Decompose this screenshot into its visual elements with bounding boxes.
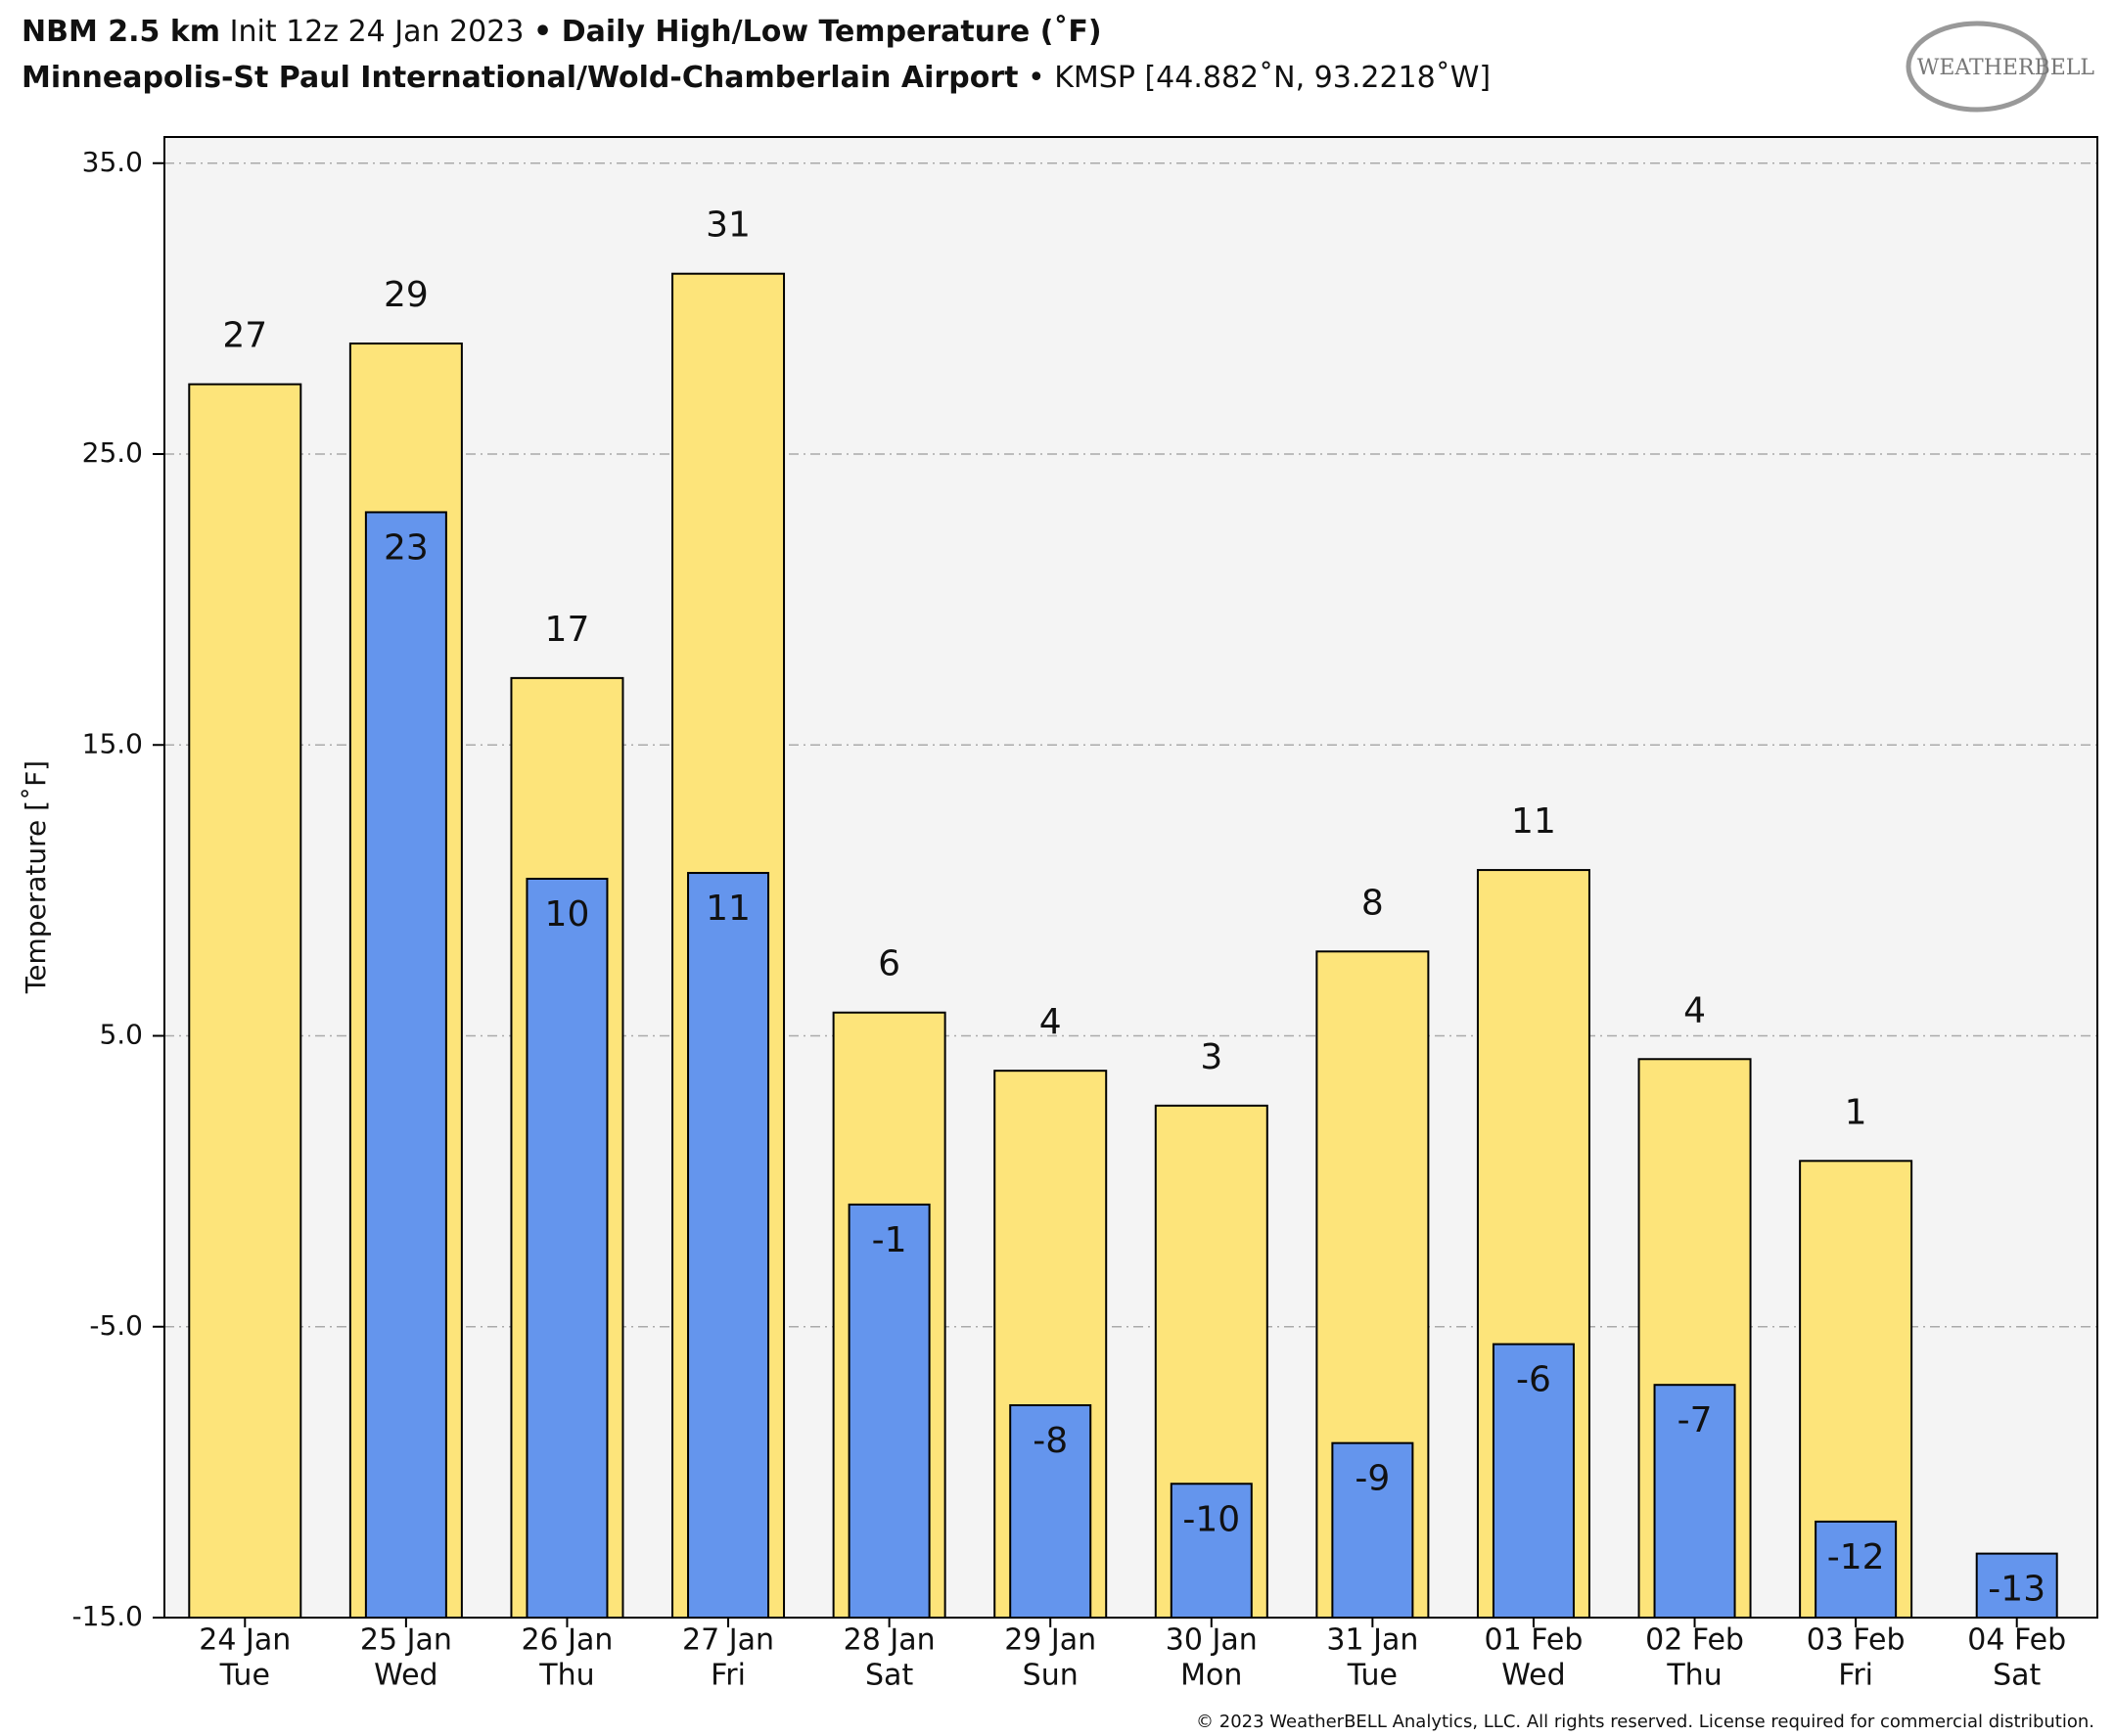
value-label: 23 — [384, 527, 429, 568]
bar — [1653, 1384, 1736, 1620]
value-label: -7 — [1677, 1400, 1713, 1440]
x-tick-weekday: Mon — [1180, 1659, 1242, 1693]
x-tick-label: 04 Feb — [1967, 1623, 2066, 1658]
value-label: 4 — [1039, 1002, 1062, 1042]
x-tick-weekday: Tue — [219, 1659, 270, 1693]
x-tick-label: 29 Jan — [1004, 1623, 1096, 1658]
value-label: -13 — [1988, 1570, 2045, 1610]
value-label: -12 — [1827, 1537, 1885, 1577]
y-tick-label: 35.0 — [82, 146, 143, 178]
x-tick-label: 27 Jan — [682, 1623, 774, 1658]
value-label: -1 — [872, 1220, 907, 1260]
value-label: 4 — [1683, 990, 1706, 1030]
y-tick-label: 5.0 — [99, 1019, 143, 1051]
value-label: 31 — [706, 206, 751, 246]
x-tick-label: 30 Jan — [1166, 1623, 1258, 1658]
y-axis-label: Temperature [˚F] — [20, 760, 52, 994]
value-label: 27 — [222, 316, 267, 356]
value-label: 11 — [706, 889, 751, 929]
y-tick-label: -5.0 — [89, 1309, 143, 1342]
value-label: -10 — [1182, 1499, 1240, 1539]
x-tick-weekday: Fri — [1838, 1659, 1873, 1693]
subtitle-part: • KMSP [44.882˚N, 93.2218˚W] — [1028, 61, 1491, 95]
subtitle-part: Minneapolis-St Paul International/Wold-C… — [22, 61, 1018, 95]
value-label: 10 — [545, 894, 590, 935]
x-tick-weekday: Wed — [1501, 1659, 1565, 1693]
bar — [1170, 1483, 1253, 1620]
x-tick-weekday: Tue — [1347, 1659, 1398, 1693]
logo: WEATHERBELL — [1917, 56, 2095, 80]
y-tick-label: 25.0 — [82, 436, 143, 469]
x-tick-label: 24 Jan — [199, 1623, 291, 1658]
x-tick-weekday: Wed — [374, 1659, 437, 1693]
x-tick-weekday: Sat — [1993, 1659, 2041, 1693]
value-label: 29 — [384, 275, 429, 315]
x-tick-label: 02 Feb — [1645, 1623, 1744, 1658]
x-tick-label: 31 Jan — [1326, 1623, 1418, 1658]
x-tick-weekday: Thu — [1666, 1659, 1722, 1693]
title-part: Init 12z 24 Jan 2023 — [230, 15, 525, 49]
value-label: 11 — [1511, 801, 1556, 842]
bar — [188, 383, 302, 1619]
x-tick-label: 01 Feb — [1485, 1623, 1584, 1658]
value-label: 8 — [1361, 883, 1384, 923]
x-tick-weekday: Fri — [711, 1659, 746, 1693]
bar — [364, 511, 447, 1619]
y-tick-label: -15.0 — [72, 1600, 143, 1632]
bar — [1331, 1441, 1414, 1619]
bar — [526, 877, 609, 1619]
value-label: 1 — [1845, 1092, 1867, 1132]
chart-subtitle: Minneapolis-St Paul International/Wold-C… — [22, 61, 1491, 95]
value-label: 6 — [878, 944, 900, 984]
title-part: NBM 2.5 km — [22, 15, 220, 49]
value-label: -6 — [1516, 1360, 1551, 1400]
x-tick-weekday: Sat — [865, 1659, 913, 1693]
value-label: -9 — [1355, 1459, 1390, 1499]
bar — [687, 872, 770, 1619]
copyright: © 2023 WeatherBELL Analytics, LLC. All r… — [1196, 1712, 2094, 1732]
plot-area — [164, 137, 2097, 1618]
logo-swirl — [1906, 21, 2048, 113]
x-tick-weekday: Thu — [538, 1659, 594, 1693]
title-part: • — [533, 15, 552, 49]
x-tick-label: 03 Feb — [1807, 1623, 1906, 1658]
x-tick-label: 26 Jan — [521, 1623, 613, 1658]
x-tick-weekday: Sun — [1023, 1659, 1079, 1693]
x-tick-label: 25 Jan — [360, 1623, 452, 1658]
y-tick-label: 15.0 — [82, 727, 143, 759]
bar — [1815, 1520, 1898, 1620]
bar — [1009, 1404, 1092, 1619]
title-part: Daily High/Low Temperature (˚F) — [562, 14, 1102, 49]
value-label: -8 — [1033, 1421, 1068, 1461]
chart-title: NBM 2.5 km Init 12z 24 Jan 2023 • Daily … — [22, 14, 1102, 49]
value-label: 17 — [545, 610, 590, 650]
bar — [848, 1203, 931, 1619]
plot-frame — [163, 136, 2098, 1619]
x-tick-label: 28 Jan — [844, 1623, 936, 1658]
value-label: 3 — [1200, 1037, 1222, 1077]
